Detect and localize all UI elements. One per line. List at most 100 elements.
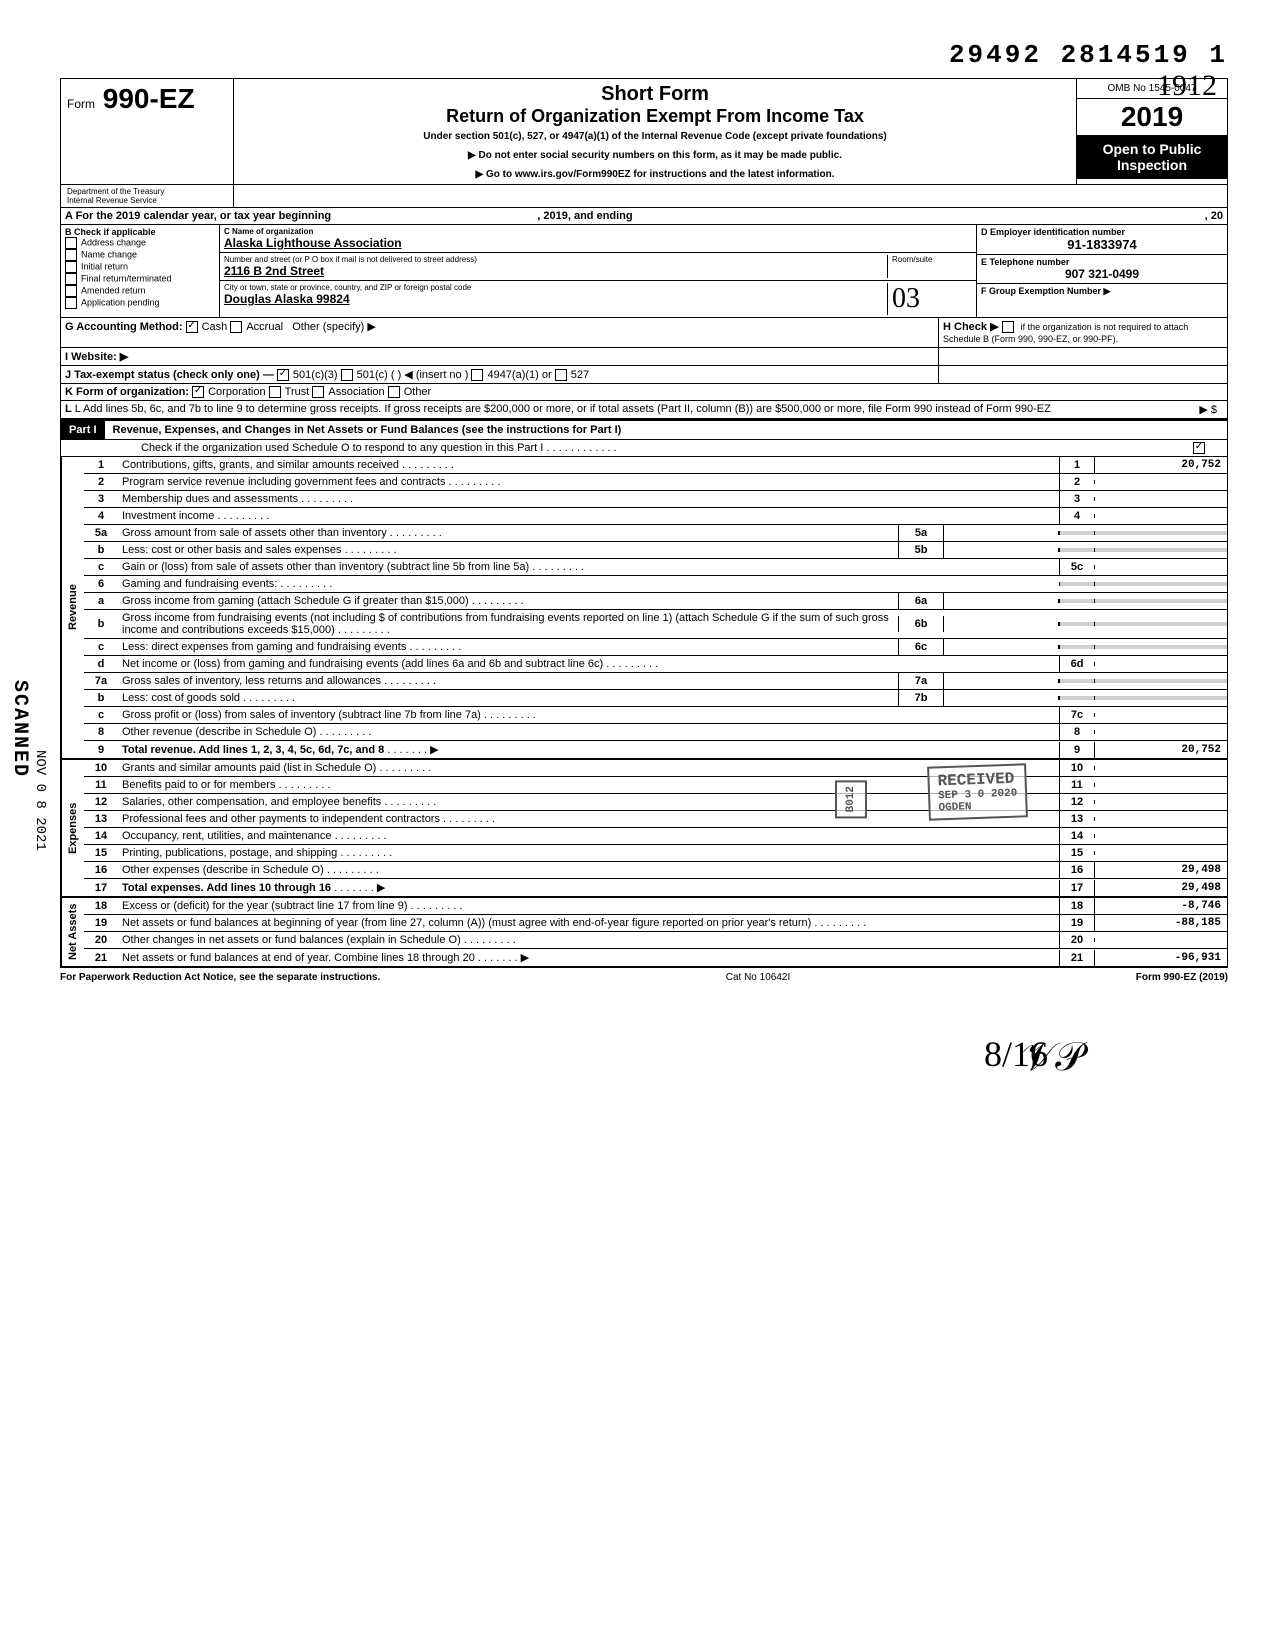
note-ssn: ▶ Do not enter social security numbers o… (244, 150, 1066, 161)
checkbox-501c3[interactable] (277, 369, 289, 381)
checkbox-cash[interactable] (186, 321, 198, 333)
check-address-change: Address change (65, 237, 215, 249)
line-20: 20Other changes in net assets or fund ba… (84, 932, 1227, 949)
line-17: 17Total expenses. Add lines 10 through 1… (84, 879, 1227, 897)
line-c: cGain or (loss) from sale of assets othe… (84, 559, 1227, 576)
line-7a: 7aGross sales of inventory, less returns… (84, 673, 1227, 690)
line-16: 16Other expenses (describe in Schedule O… (84, 862, 1227, 879)
dept-spacer (234, 185, 1227, 207)
line-a: aGross income from gaming (attach Schedu… (84, 593, 1227, 610)
section-b-title: B Check if applicable (65, 227, 215, 237)
line-h: H Check ▶ if the organization is not req… (938, 318, 1227, 347)
line-b: bLess: cost or other basis and sales exp… (84, 542, 1227, 559)
part1-header: Part I (61, 421, 105, 439)
line-g: G Accounting Method: Cash Accrual Other … (61, 318, 938, 347)
expenses-label: Expenses (61, 760, 84, 897)
handwritten-initials: 𝒱𝒫 (1022, 1033, 1084, 1080)
line-i: I Website: ▶ (61, 348, 938, 365)
tax-year: 2019 (1077, 99, 1227, 135)
org-city: Douglas Alaska 99824 (224, 292, 887, 306)
line-2: 2Program service revenue including gover… (84, 474, 1227, 491)
line-19: 19Net assets or fund balances at beginni… (84, 915, 1227, 932)
line-18: 18Excess or (deficit) for the year (subt… (84, 898, 1227, 915)
checkbox-other[interactable] (388, 386, 400, 398)
check-initial-return: Initial return (65, 261, 215, 273)
line-l: L L Add lines 5b, 6c, and 7b to line 9 t… (61, 401, 1063, 418)
section-b: B Check if applicable Address changeName… (61, 225, 220, 317)
checkbox-schedule-o[interactable] (1193, 442, 1205, 454)
title-main: Return of Organization Exempt From Incom… (244, 106, 1066, 127)
line-k: K Form of organization: Corporation Trus… (61, 384, 1227, 400)
footer-form: Form 990-EZ (2019) (1136, 972, 1228, 983)
scanned-stamp: SCANNED (8, 680, 31, 778)
note-website: ▶ Go to www.irs.gov/Form990EZ for instru… (244, 169, 1066, 180)
line-b: bGross income from fundraising events (n… (84, 610, 1227, 639)
line-1: 1Contributions, gifts, grants, and simil… (84, 457, 1227, 474)
part1-title: Revenue, Expenses, and Changes in Net As… (105, 421, 1227, 439)
line-5a: 5aGross amount from sale of assets other… (84, 525, 1227, 542)
check-name-change: Name change (65, 249, 215, 261)
ein: 91-1833974 (981, 237, 1223, 252)
footer-catno: Cat No 10642I (726, 972, 791, 983)
c-name-label: C Name of organization (224, 227, 972, 236)
check-amended-return: Amended return (65, 285, 215, 297)
title-short-form: Short Form (244, 83, 1066, 106)
check-application-pending: Application pending (65, 297, 215, 309)
line-a-end: , 20 (1099, 208, 1227, 224)
room-label: Room/suite (892, 255, 972, 264)
line-c: cLess: direct expenses from gaming and f… (84, 639, 1227, 656)
line-9: 9Total revenue. Add lines 1, 2, 3, 4, 5c… (84, 741, 1227, 759)
scan-date: NOV 0 8 2021 (32, 750, 48, 851)
line-21: 21Net assets or fund balances at end of … (84, 949, 1227, 967)
line-d: dNet income or (loss) from gaming and fu… (84, 656, 1227, 673)
footer-paperwork: For Paperwork Reduction Act Notice, see … (60, 972, 380, 983)
inspection-notice: Open to Public Inspection (1077, 135, 1227, 179)
d-label: D Employer identification number (981, 227, 1223, 237)
document-id-number: 29492 2814519 1 (60, 40, 1228, 70)
checkbox-527[interactable] (555, 369, 567, 381)
line-6: 6Gaming and fundraising events: . . . . … (84, 576, 1227, 593)
room-handwritten: 03 (892, 283, 920, 314)
line-b: bLess: cost of goods sold . . . . . . . … (84, 690, 1227, 707)
line-c: cGross profit or (loss) from sales of in… (84, 707, 1227, 724)
org-street: 2116 B 2nd Street (224, 264, 887, 278)
line-15: 15Printing, publications, postage, and s… (84, 845, 1227, 862)
checkbox-h[interactable] (1002, 321, 1014, 333)
form-title-box: Short Form 1912 Return of Organization E… (234, 79, 1077, 184)
line-l-amount: ▶ $ (1063, 401, 1227, 418)
line-14: 14Occupancy, rent, utilities, and mainte… (84, 828, 1227, 845)
line-8: 8Other revenue (describe in Schedule O) … (84, 724, 1227, 741)
f-label: F Group Exemption Number ▶ (981, 286, 1223, 297)
line-10: 10Grants and similar amounts paid (list … (84, 760, 1227, 777)
checkbox-corp[interactable] (192, 386, 204, 398)
line-3: 3Membership dues and assessments . . . .… (84, 491, 1227, 508)
checkbox-4947[interactable] (471, 369, 483, 381)
c-city-label: City or town, state or province, country… (224, 283, 887, 292)
checkbox-trust[interactable] (269, 386, 281, 398)
check-final-return-terminated: Final return/terminated (65, 273, 215, 285)
org-name: Alaska Lighthouse Association (224, 236, 972, 250)
line-12: 12Salaries, other compensation, and empl… (84, 794, 1227, 811)
right-info-col: D Employer identification number 91-1833… (977, 225, 1227, 317)
line-4: 4Investment income . . . . . . . . .4 (84, 508, 1227, 525)
subtitle: Under section 501(c), 527, or 4947(a)(1)… (244, 131, 1066, 142)
revenue-label: Revenue (61, 457, 84, 759)
checkbox-assoc[interactable] (312, 386, 324, 398)
part1-check-text: Check if the organization used Schedule … (61, 440, 1189, 456)
line-j: J Tax-exempt status (check only one) — 5… (61, 366, 938, 383)
form-number-box: Form 990-EZ (61, 79, 234, 184)
received-stamp: RECEIVED SEP 3 0 2020 OGDEN (927, 764, 1028, 821)
section-c: C Name of organization Alaska Lighthouse… (220, 225, 977, 317)
netassets-label: Net Assets (61, 898, 84, 967)
dept-treasury: Department of the TreasuryInternal Reven… (61, 185, 234, 207)
form-prefix: Form (67, 97, 95, 111)
checkbox-501c[interactable] (341, 369, 353, 381)
line-a: A For the 2019 calendar year, or tax yea… (61, 208, 1099, 224)
line-11: 11Benefits paid to or for members . . . … (84, 777, 1227, 794)
form-number: 990-EZ (103, 83, 195, 114)
checkbox-accrual[interactable] (230, 321, 242, 333)
line-13: 13Professional fees and other payments t… (84, 811, 1227, 828)
handwritten-year: 1912 (1157, 69, 1217, 103)
b012-stamp: B012 (835, 780, 867, 818)
c-addr-label: Number and street (or P O box if mail is… (224, 255, 887, 264)
